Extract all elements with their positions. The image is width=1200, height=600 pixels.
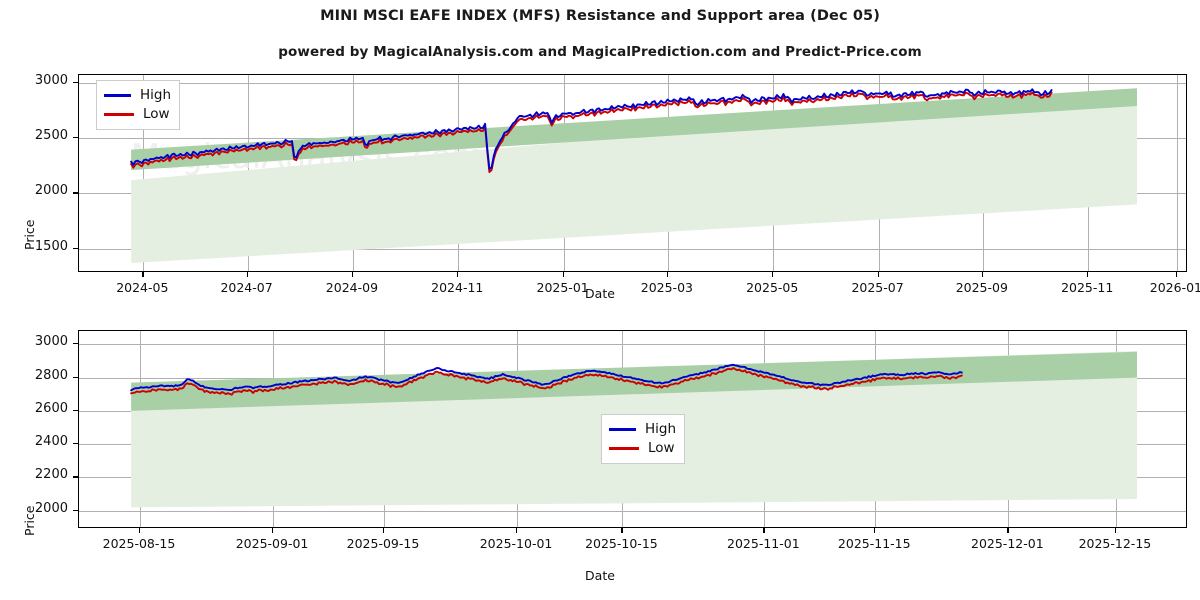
gridline-horizontal — [79, 510, 1186, 512]
x-tick-mark — [272, 528, 274, 533]
y-tick-mark — [73, 476, 78, 478]
y-tick-label: 2000 — [34, 500, 68, 516]
x-tick-label: 2026-01 — [1149, 280, 1200, 295]
gridline-vertical — [1176, 75, 1178, 271]
legend-line-low — [104, 113, 134, 116]
y-tick-mark — [73, 81, 78, 83]
high-price-line — [130, 363, 963, 392]
legend-line-high-lower — [609, 428, 636, 431]
upper-chart-panel: Price MagicalAnalysis.com MagicalPredict… — [0, 60, 1200, 310]
upper-legend: High Low — [96, 80, 180, 130]
y-tick-label: 2400 — [34, 434, 68, 450]
x-tick-mark — [1087, 272, 1089, 277]
upper-support-resistance-bands — [131, 88, 1137, 264]
y-tick-label: 2500 — [34, 128, 68, 144]
x-tick-label: 2025-11-15 — [837, 536, 911, 551]
x-tick-label: 2025-10-01 — [479, 536, 553, 551]
x-tick-label: 2025-11-01 — [727, 536, 800, 551]
page-title: MINI MSCI EAFE INDEX (MFS) Resistance an… — [320, 8, 880, 24]
y-tick-label: 2000 — [34, 183, 68, 199]
legend-row-low-lower: Low — [609, 439, 676, 458]
legend-label-high-lower: High — [644, 421, 676, 437]
y-tick-label: 2800 — [34, 367, 68, 383]
x-tick-label: 2024-09 — [325, 280, 379, 295]
y-tick-label: 3000 — [34, 72, 68, 88]
x-tick-mark — [351, 272, 354, 277]
legend-row-high-lower: High — [609, 420, 676, 439]
x-tick-label: 2025-09 — [955, 280, 1008, 295]
x-tick-mark — [763, 528, 765, 533]
legend-row-low: Low — [104, 105, 171, 124]
x-tick-mark — [1175, 272, 1178, 277]
band-outer_support_resistance — [131, 93, 1137, 264]
y-tick-label: 1500 — [34, 238, 68, 254]
x-tick-label: 2025-09-01 — [235, 536, 309, 551]
x-tick-mark — [516, 528, 518, 533]
x-tick-mark — [877, 272, 879, 277]
x-tick-label: 2025-12-15 — [1078, 536, 1152, 551]
x-tick-label: 2025-12-01 — [971, 536, 1044, 551]
x-tick-label: 2025-10-15 — [585, 536, 658, 551]
x-tick-mark — [142, 272, 144, 277]
x-tick-mark — [246, 272, 248, 277]
x-tick-label: 2025-07 — [851, 280, 904, 295]
y-tick-label: 2600 — [34, 400, 68, 416]
lower-x-axis-label: Date — [585, 568, 615, 583]
x-tick-mark — [772, 272, 774, 277]
x-tick-label: 2025-11 — [1061, 280, 1114, 295]
legend-label-high: High — [139, 87, 171, 103]
y-tick-mark — [73, 247, 78, 249]
x-tick-label: 2024-05 — [116, 280, 169, 295]
low-price-line — [130, 91, 1053, 174]
page-subtitle: powered by MagicalAnalysis.com and Magic… — [278, 44, 922, 60]
upper-x-axis-label: Date — [585, 286, 615, 301]
x-tick-label: 2025-05 — [746, 280, 799, 295]
y-tick-mark — [73, 509, 78, 511]
y-tick-label: 2200 — [34, 467, 68, 483]
x-tick-mark — [1114, 528, 1117, 533]
x-tick-label: 2025-09-15 — [346, 536, 420, 551]
x-tick-label: 2025-08-15 — [102, 536, 176, 551]
low-price-line — [130, 367, 963, 396]
x-tick-label: 2024-11 — [431, 280, 484, 295]
x-tick-mark — [457, 272, 459, 277]
x-tick-mark — [666, 272, 669, 277]
y-tick-mark — [73, 137, 78, 139]
x-tick-mark — [1007, 528, 1009, 533]
gridline-horizontal — [79, 248, 1186, 250]
band-inner_support_resistance — [131, 88, 1137, 171]
x-tick-label: 2024-07 — [220, 280, 273, 295]
y-tick-mark — [73, 376, 78, 378]
legend-label-low-lower: Low — [648, 440, 675, 456]
x-tick-mark — [621, 528, 623, 533]
y-tick-label: 3000 — [34, 334, 68, 350]
y-tick-mark — [73, 343, 78, 345]
gridline-horizontal — [79, 82, 1186, 84]
legend-line-high — [104, 94, 131, 97]
high-price-line — [130, 88, 1053, 170]
upper-price-series — [130, 88, 1053, 174]
x-tick-mark — [562, 272, 564, 277]
y-tick-mark — [73, 443, 78, 445]
lower-chart-panel: Price MagicalAnalysis.com MagicalPredict… — [0, 318, 1200, 593]
lower-price-series — [130, 363, 963, 396]
gridline-horizontal — [79, 344, 1186, 346]
legend-line-low-lower — [609, 447, 639, 450]
lower-legend: High Low — [601, 414, 685, 464]
y-tick-mark — [73, 192, 78, 194]
x-tick-label: 2025-01 — [536, 280, 589, 295]
x-tick-label: 2025-03 — [640, 280, 693, 295]
y-tick-mark — [73, 409, 78, 412]
x-tick-mark — [874, 528, 876, 533]
gridline-vertical — [143, 75, 145, 271]
legend-label-low: Low — [143, 106, 170, 122]
x-tick-mark — [382, 528, 385, 533]
legend-row-high: High — [104, 86, 171, 105]
x-tick-mark — [138, 528, 141, 533]
upper-plot-area: MagicalAnalysis.com MagicalPrediction.co… — [78, 74, 1187, 272]
x-tick-mark — [981, 272, 984, 277]
